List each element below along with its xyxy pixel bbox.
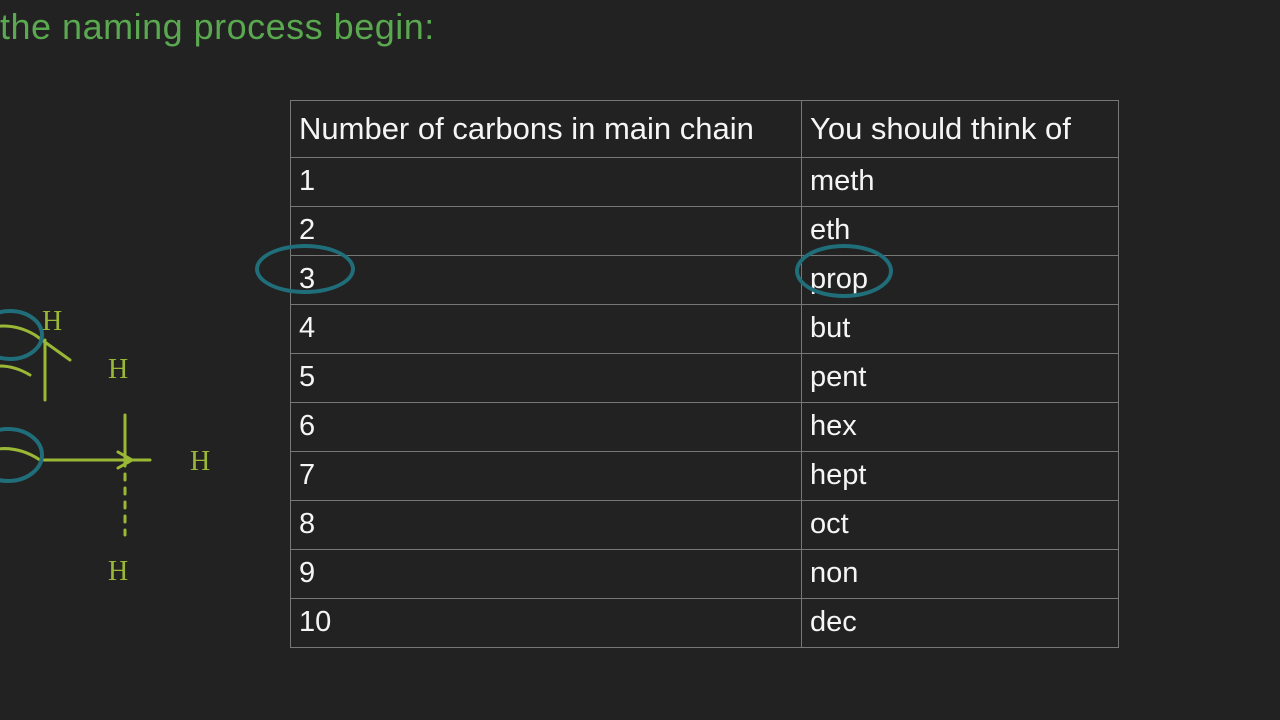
table-row: 1 meth	[291, 158, 1119, 207]
cell-prefix: pent	[802, 354, 1119, 403]
h-label: H	[108, 354, 128, 385]
molecule-sketch: H H H H	[0, 300, 230, 620]
table-row: 4 but	[291, 305, 1119, 354]
table-row: 6 hex	[291, 403, 1119, 452]
table-row: 9 non	[291, 550, 1119, 599]
cell-prefix: eth	[802, 207, 1119, 256]
cell-prefix: hept	[802, 452, 1119, 501]
table-header-row: Number of carbons in main chain You shou…	[291, 101, 1119, 158]
cell-prefix: prop	[802, 256, 1119, 305]
cell-carbons: 3	[291, 256, 802, 305]
cell-carbons: 7	[291, 452, 802, 501]
table-row: 8 oct	[291, 501, 1119, 550]
h-label: H	[108, 556, 128, 587]
h-label: H	[190, 446, 210, 477]
h-label: H	[42, 306, 62, 337]
cell-prefix: dec	[802, 599, 1119, 648]
cell-carbons: 8	[291, 501, 802, 550]
col-header-carbons: Number of carbons in main chain	[291, 101, 802, 158]
cell-carbons: 2	[291, 207, 802, 256]
table-row: 10 dec	[291, 599, 1119, 648]
col-header-prefix: You should think of	[802, 101, 1119, 158]
cell-carbons: 10	[291, 599, 802, 648]
page-title: the naming process begin:	[0, 6, 435, 48]
cell-carbons: 5	[291, 354, 802, 403]
cell-carbons: 6	[291, 403, 802, 452]
cell-carbons: 4	[291, 305, 802, 354]
table-row: 7 hept	[291, 452, 1119, 501]
table-row: 2 eth	[291, 207, 1119, 256]
cell-prefix: oct	[802, 501, 1119, 550]
cell-prefix: non	[802, 550, 1119, 599]
cell-carbons: 1	[291, 158, 802, 207]
table-row: 5 pent	[291, 354, 1119, 403]
prefix-table: Number of carbons in main chain You shou…	[290, 100, 1119, 648]
cell-carbons: 9	[291, 550, 802, 599]
cell-prefix: but	[802, 305, 1119, 354]
cell-prefix: hex	[802, 403, 1119, 452]
table-row: 3 prop	[291, 256, 1119, 305]
cell-prefix: meth	[802, 158, 1119, 207]
prefix-table-container: Number of carbons in main chain You shou…	[290, 100, 1118, 648]
